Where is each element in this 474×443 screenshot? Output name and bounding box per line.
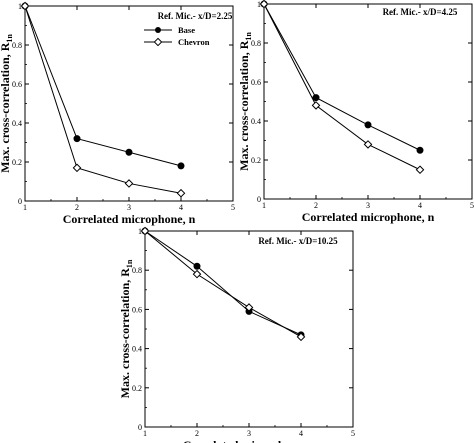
data-point-open-diamond [415, 165, 425, 175]
x-tick-label: 2 [75, 203, 79, 212]
data-point-filled-circle [364, 121, 372, 129]
y-tick-label: 0.8 [251, 39, 261, 48]
series-line-filled [263, 3, 421, 151]
x-tick-label: 4 [418, 201, 422, 210]
y-tick-label: 0 [138, 423, 142, 432]
data-point-open-diamond [311, 101, 321, 110]
y-axis-label: Max. cross-correlation, R1n [0, 34, 14, 173]
chart-panel-1: 1 2 3 4 5 0 0.2 0.4 0.6 0.8 1 Correlated microphone… [0, 1, 235, 226]
data-point-filled-circle [416, 146, 424, 154]
y-tick-label: 0.4 [12, 119, 22, 128]
y-tick-label: 1 [18, 2, 22, 11]
y-axis-label: Max. cross-correlation, R1n [237, 32, 253, 171]
data-point-filled-circle [73, 135, 81, 143]
x-tick-label: 4 [299, 429, 303, 438]
y-tick-label: 0.4 [251, 117, 261, 126]
reference-annotation: Ref. Mic.- x/D=10.25 [258, 236, 338, 246]
reference-annotation: Ref. Mic.- x/D=4.25 [383, 7, 458, 17]
x-tick-label: 5 [351, 429, 355, 438]
series-line-base [24, 5, 182, 167]
y-tick-label: 1 [138, 227, 142, 236]
x-tick-label: 5 [231, 203, 235, 212]
data-point-open-diamond [20, 1, 30, 11]
y-tick-label: 0.4 [132, 345, 142, 354]
legend-marker-filled-circle [155, 27, 161, 33]
data-point-open-diamond [140, 226, 150, 236]
data-point-open-diamond [296, 332, 306, 342]
x-tick-label: 2 [314, 201, 318, 210]
x-tick-label: 2 [195, 429, 199, 438]
y-tick-label: 0 [18, 197, 22, 206]
data-point-filled-circle [177, 162, 185, 170]
reference-annotation: Ref. Mic.- x/D=2.25 [158, 11, 233, 21]
y-tick-label: 0 [257, 195, 261, 204]
y-tick-label: 0.2 [12, 158, 22, 167]
x-tick-label: 1 [262, 201, 266, 210]
y-tick-label: 0.6 [132, 305, 142, 314]
x-tick-label: 5 [470, 201, 474, 210]
data-point-filled-circle [193, 262, 201, 270]
x-tick-label: 3 [127, 203, 131, 212]
y-tick-label: 0.8 [132, 266, 142, 275]
legend-label: Base [178, 25, 195, 35]
chart-panel-2: 1 2 3 4 5 0 0.2 0.4 0.6 0.8 1 Correlated microphone… [237, 0, 474, 224]
y-tick-label: 0.2 [132, 384, 142, 393]
x-tick-label: 1 [23, 203, 27, 212]
series-line-open [263, 3, 421, 171]
data-point-open-diamond [124, 179, 134, 188]
y-tick-label: 1 [257, 0, 261, 9]
data-point-open-diamond [192, 269, 202, 279]
data-point-open-diamond [244, 303, 254, 312]
x-axis-label: Correlated microphone, n [183, 438, 316, 443]
y-tick-label: 0.6 [12, 80, 22, 89]
series-line-filled [144, 230, 302, 336]
x-axis-label: Correlated microphone, n [63, 212, 196, 226]
series-line-chevron [24, 5, 182, 194]
legend: Base Chevron [144, 25, 210, 47]
y-axis-label: Max. cross-correlation, R1n [118, 259, 134, 398]
data-point-filled-circle [125, 148, 133, 156]
y-tick-label: 0.6 [251, 78, 261, 87]
data-point-open-diamond [72, 163, 82, 173]
y-tick-label: 0.8 [12, 41, 22, 50]
x-tick-label: 1 [143, 429, 147, 438]
plot-frame [144, 230, 354, 428]
plot-frame [263, 3, 473, 200]
x-tick-label: 4 [179, 203, 183, 212]
series-line-open [144, 230, 302, 338]
legend-label: Chevron [178, 37, 210, 47]
data-point-open-diamond [176, 188, 186, 198]
data-point-filled-circle [312, 94, 320, 102]
data-point-open-diamond [259, 0, 269, 9]
x-axis-label: Correlated microphone, n [302, 210, 435, 224]
x-tick-label: 3 [366, 201, 370, 210]
y-tick-label: 0.2 [251, 156, 261, 165]
data-point-open-diamond [363, 140, 373, 149]
chart-panel-3: 1 2 3 4 5 0 0.2 0.4 0.6 0.8 1 Correlated microphone… [118, 226, 355, 443]
legend-marker-open-diamond [153, 37, 163, 47]
x-tick-label: 3 [247, 429, 251, 438]
